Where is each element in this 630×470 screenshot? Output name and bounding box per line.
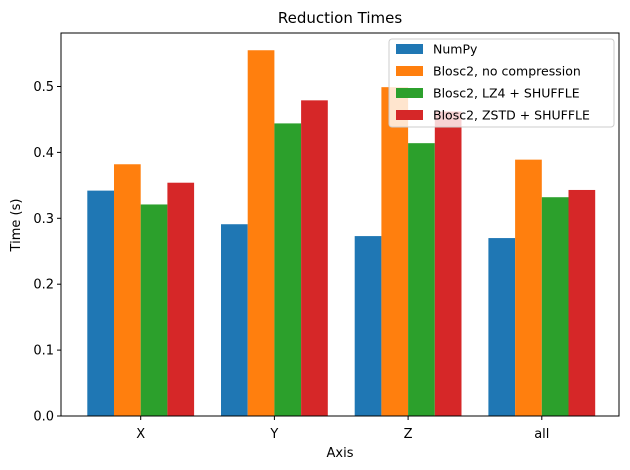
legend-swatch <box>396 88 423 98</box>
y-tick-label: 0.0 <box>33 410 54 425</box>
bar <box>541 197 569 416</box>
legend-box <box>388 38 615 128</box>
legend-swatch <box>396 66 423 76</box>
x-tick-label: all <box>534 427 549 442</box>
bar <box>568 189 596 416</box>
legend-label: Blosc2, no compression <box>433 64 581 79</box>
chart-title: Reduction Times <box>278 9 402 27</box>
bar <box>408 143 435 417</box>
bar <box>114 164 141 416</box>
y-tick-label: 0.5 <box>33 80 54 95</box>
legend-label: Blosc2, ZSTD + SHUFFLE <box>433 108 590 123</box>
y-tick-label: 0.1 <box>33 344 54 359</box>
legend-swatch <box>396 110 423 120</box>
bar <box>488 238 516 416</box>
legend: NumPy Blosc2, no compression Blosc2, LZ4 +… <box>388 38 615 128</box>
bar <box>434 111 462 416</box>
bar <box>381 87 409 416</box>
plot-frame <box>60 32 620 417</box>
x-tick-label: X <box>136 427 145 442</box>
x-axis-title: Axis <box>327 446 354 461</box>
x-tick-label: Y <box>269 427 278 442</box>
x-tick-label: Z <box>404 427 413 442</box>
bar <box>301 100 328 416</box>
bar <box>87 190 114 416</box>
y-tick-label: 0.4 <box>33 146 54 161</box>
bars-group <box>87 50 596 417</box>
y-tick-label: 0.3 <box>33 212 54 227</box>
legend-label: NumPy <box>433 42 478 57</box>
bar <box>354 236 382 416</box>
bar <box>274 123 302 417</box>
bar <box>247 50 275 416</box>
y-axis: 0.0 0.1 0.2 0.3 0.4 0.5 <box>33 80 61 425</box>
y-axis-title: Time (s) <box>9 199 24 253</box>
bar <box>515 159 542 416</box>
y-tick-label: 0.2 <box>33 278 54 293</box>
bar <box>221 224 248 416</box>
legend-label: Blosc2, LZ4 + SHUFFLE <box>433 86 580 101</box>
legend-swatch <box>396 44 423 54</box>
bar <box>140 204 168 416</box>
bar <box>167 182 195 416</box>
